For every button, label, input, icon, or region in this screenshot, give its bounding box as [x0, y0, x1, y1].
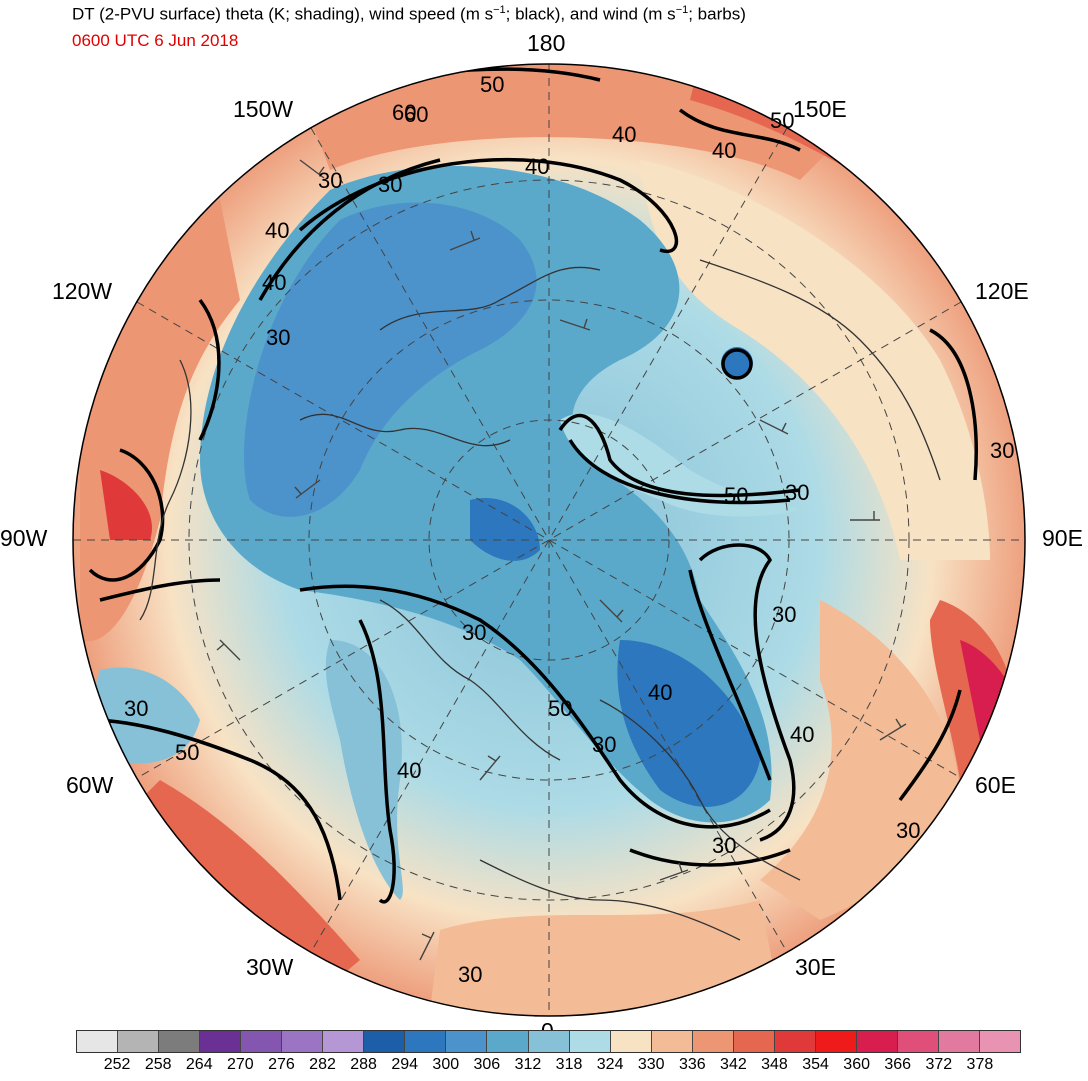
colorbar-tick-label: 378 — [966, 1056, 994, 1073]
contour-label: 40 — [790, 722, 814, 747]
colorbar-tick-label: 324 — [596, 1056, 624, 1073]
lon-label-150w: 150W — [233, 96, 294, 122]
colorbar-tick-label: 300 — [432, 1056, 460, 1073]
colorbar-swatch — [569, 1031, 611, 1052]
contour-label: 30 — [592, 732, 616, 757]
contour-label: 50 — [175, 740, 199, 765]
colorbar-tick-label: 372 — [925, 1056, 953, 1073]
contour-label: 40 — [712, 138, 736, 163]
colorbar-tick-label: 366 — [884, 1056, 912, 1073]
lon-label-90w: 90W — [0, 525, 48, 551]
colorbar-tick-label: 282 — [309, 1056, 336, 1073]
colorbar-swatch — [980, 1031, 1021, 1052]
contour-label: 40 — [648, 680, 672, 705]
contour-label: 30 — [458, 962, 482, 987]
colorbar-tick-label: 312 — [514, 1056, 542, 1073]
contour-label: 30 — [378, 172, 402, 197]
lon-label-60e: 60E — [975, 772, 1016, 798]
colorbar-tick-label: 318 — [555, 1056, 583, 1073]
contour-label: 30 — [266, 325, 290, 350]
colorbar-tick-label: 270 — [226, 1056, 254, 1073]
lon-label-150e: 150E — [793, 96, 847, 122]
colorbar-tick-label: 276 — [268, 1056, 295, 1073]
colorbar-swatch — [118, 1031, 160, 1052]
contour-label: 30 — [772, 602, 796, 627]
title-sup-2: −1 — [675, 4, 689, 16]
contour-label: 50 — [480, 72, 504, 97]
contour-label: 30 — [712, 833, 736, 858]
contour-label: 50 — [724, 483, 748, 508]
contour-label: 30 — [124, 696, 148, 721]
colorbar-swatch — [651, 1031, 693, 1052]
colorbar-swatch — [159, 1031, 201, 1052]
colorbar-tick-label: 306 — [473, 1056, 501, 1073]
colorbar-swatch — [610, 1031, 652, 1052]
colorbar-swatch — [692, 1031, 734, 1052]
contour-label: 30 — [990, 438, 1014, 463]
contour-label: 40 — [397, 758, 421, 783]
valid-time: 0600 UTC 6 Jun 2018 — [72, 31, 239, 50]
colorbar-swatch — [774, 1031, 816, 1052]
lon-label-30w: 30W — [246, 954, 294, 980]
contour-label: 40 — [525, 154, 549, 179]
contour-label: 40 — [612, 122, 636, 147]
colorbar-tick-label: 330 — [637, 1056, 665, 1073]
chart-title: DT (2-PVU surface) theta (K; shading), w… — [72, 4, 746, 25]
colorbar-tick-label: 294 — [391, 1056, 419, 1073]
colorbar-swatch — [856, 1031, 898, 1052]
contour-label: 60 — [392, 100, 416, 125]
colorbar — [76, 1030, 1021, 1053]
contour-label: 30 — [462, 620, 486, 645]
colorbar-tick-label: 264 — [185, 1056, 213, 1073]
colorbar-swatch — [282, 1031, 324, 1052]
colorbar-swatch — [323, 1031, 365, 1052]
shading-layer — [73, 64, 1025, 1016]
lon-label-30e: 30E — [795, 954, 836, 980]
map-boundary — [72, 63, 1026, 1017]
colorbar-swatch — [897, 1031, 939, 1052]
lon-label-90e: 90E — [1042, 525, 1083, 551]
title-part-3: ; barbs) — [688, 4, 746, 24]
lon-label-120e: 120E — [975, 278, 1029, 304]
lon-label-60w: 60W — [66, 772, 114, 798]
title-part-1: DT (2-PVU surface) theta (K; shading), w… — [72, 4, 494, 24]
colorbar-tick-label: 336 — [678, 1056, 706, 1073]
lon-label-180: 180 — [527, 30, 566, 56]
colorbar-swatch — [528, 1031, 570, 1052]
colorbar-swatch — [733, 1031, 775, 1052]
contour-label: 40 — [262, 270, 286, 295]
contour-label: 40 — [265, 218, 289, 243]
colorbar-swatch — [241, 1031, 283, 1052]
colorbar-tick-label: 252 — [103, 1056, 131, 1073]
colorbar-swatch — [815, 1031, 857, 1052]
contour-label: 50 — [548, 696, 572, 721]
colorbar-labels: 252 258 264 270 276 282 288 294 300 306 312 318 324 3… — [76, 1056, 1021, 1076]
contour-label: 60 — [404, 102, 428, 127]
colorbar-swatch — [487, 1031, 529, 1052]
colorbar-swatch — [77, 1031, 119, 1052]
contour-labels: 50 60 40 50 40 30 30 40 40 30 40 30 50 30 30 30 40 50 30 40… — [124, 72, 1014, 987]
colorbar-swatch — [938, 1031, 981, 1052]
colorbar-tick-label: 258 — [144, 1056, 172, 1073]
colorbar-swatch — [200, 1031, 242, 1052]
colorbar-swatch — [446, 1031, 488, 1052]
title-sup-1: −1 — [493, 4, 506, 16]
contour-label: 50 — [770, 108, 794, 133]
colorbar-tick-label: 348 — [761, 1056, 788, 1073]
contour-label: 30 — [785, 480, 809, 505]
title-part-2: ; black), and wind (m s — [505, 4, 676, 24]
colorbar-tick-label: 288 — [350, 1056, 377, 1073]
lon-label-120w: 120W — [52, 278, 113, 304]
contour-label: 30 — [318, 168, 342, 193]
contour-label: 30 — [896, 818, 920, 843]
colorbar-tick-label: 342 — [720, 1056, 747, 1073]
colorbar-swatch — [364, 1031, 406, 1052]
colorbar-tick-label: 360 — [843, 1056, 870, 1073]
colorbar-tick-label: 354 — [802, 1056, 829, 1073]
colorbar-swatch — [405, 1031, 447, 1052]
